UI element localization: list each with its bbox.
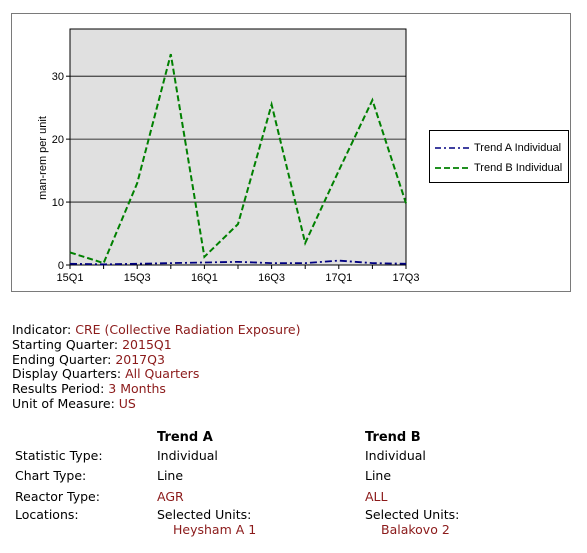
legend-item-trend-a: Trend A Individual bbox=[435, 141, 561, 155]
grid-lines bbox=[70, 75, 406, 203]
x-tick-label: 17Q3 bbox=[393, 272, 420, 284]
trend-b-locations: Selected Units: bbox=[365, 507, 460, 522]
ending-quarter-value: 2017Q3 bbox=[115, 351, 165, 367]
x-tick-label: 16Q3 bbox=[258, 272, 285, 284]
trend-b-statistic-type: Individual bbox=[365, 448, 426, 463]
y-tick-label: 30 bbox=[52, 71, 64, 83]
trend-b-selected-unit: Balakovo 2 bbox=[381, 522, 450, 537]
locations-label: Locations: bbox=[15, 507, 79, 522]
line-chart: 0 10 20 30 15Q1 15Q3 16Q1 16Q3 17Q1 17Q3 man-rem… bbox=[37, 28, 420, 284]
ending-quarter-line: Ending Quarter: 2017Q3 bbox=[12, 351, 165, 367]
chart-type-label: Chart Type: bbox=[15, 468, 87, 483]
unit-of-measure-value: US bbox=[118, 395, 136, 411]
starting-quarter-line: Starting Quarter: 2015Q1 bbox=[12, 336, 172, 352]
results-period-line: Results Period: 3 Months bbox=[12, 381, 166, 397]
trend-b-line-swatch bbox=[435, 167, 469, 169]
unit-of-measure-line: Unit of Measure: US bbox=[12, 395, 136, 411]
y-tick-label: 10 bbox=[52, 197, 64, 209]
x-tick-label: 16Q1 bbox=[191, 272, 218, 284]
chart-legend: Trend A Individual Trend B Individual bbox=[429, 130, 569, 183]
indicator-line: Indicator: CRE (Collective Radiation Exp… bbox=[12, 322, 301, 337]
chart-frame: 0 10 20 30 15Q1 15Q3 16Q1 16Q3 17Q1 17Q3 man-rem… bbox=[11, 13, 571, 292]
trend-a-header: Trend A bbox=[157, 430, 213, 445]
results-period-value: 3 Months bbox=[108, 381, 166, 397]
trend-b-line bbox=[69, 53, 407, 265]
display-quarters-value: All Quarters bbox=[125, 366, 200, 382]
display-quarters-line: Display Quarters: All Quarters bbox=[12, 366, 200, 382]
x-tick-label: 15Q3 bbox=[124, 272, 151, 284]
y-axis-label: man-rem per unit bbox=[37, 116, 49, 200]
x-axis-ticks: 15Q1 15Q3 16Q1 16Q3 17Q1 17Q3 bbox=[57, 265, 420, 284]
series-lines bbox=[69, 53, 407, 266]
x-tick-label: 17Q1 bbox=[325, 272, 352, 284]
y-tick-label: 20 bbox=[52, 134, 64, 146]
trend-a-locations: Selected Units: bbox=[157, 507, 252, 522]
trend-a-chart-type: Line bbox=[157, 468, 184, 483]
legend-label-trend-b: Trend B Individual bbox=[474, 162, 563, 174]
starting-quarter-value: 2015Q1 bbox=[122, 336, 172, 352]
trend-a-selected-unit: Heysham A 1 bbox=[173, 522, 257, 537]
y-axis-ticks: 0 10 20 30 bbox=[52, 71, 70, 272]
reactor-type-label: Reactor Type: bbox=[15, 489, 100, 504]
trend-a-reactor-type: AGR bbox=[157, 489, 184, 504]
plot-area bbox=[69, 28, 407, 266]
x-tick-label: 15Q1 bbox=[57, 272, 84, 284]
indicator-value: CRE (Collective Radiation Exposure) bbox=[75, 322, 301, 337]
statistic-type-label: Statistic Type: bbox=[15, 448, 103, 463]
trend-a-line-swatch bbox=[435, 147, 469, 149]
trend-b-header: Trend B bbox=[365, 430, 421, 445]
indicator-info: Indicator: CRE (Collective Radiation Exp… bbox=[12, 322, 301, 412]
legend-item-trend-b: Trend B Individual bbox=[435, 161, 562, 175]
trend-b-chart-type: Line bbox=[365, 468, 392, 483]
trend-b-reactor-type: ALL bbox=[365, 489, 388, 504]
y-tick-label: 0 bbox=[58, 260, 64, 272]
trend-a-statistic-type: Individual bbox=[157, 448, 218, 463]
trend-a-line bbox=[69, 259, 407, 266]
legend-label-trend-a: Trend A Individual bbox=[474, 142, 562, 154]
